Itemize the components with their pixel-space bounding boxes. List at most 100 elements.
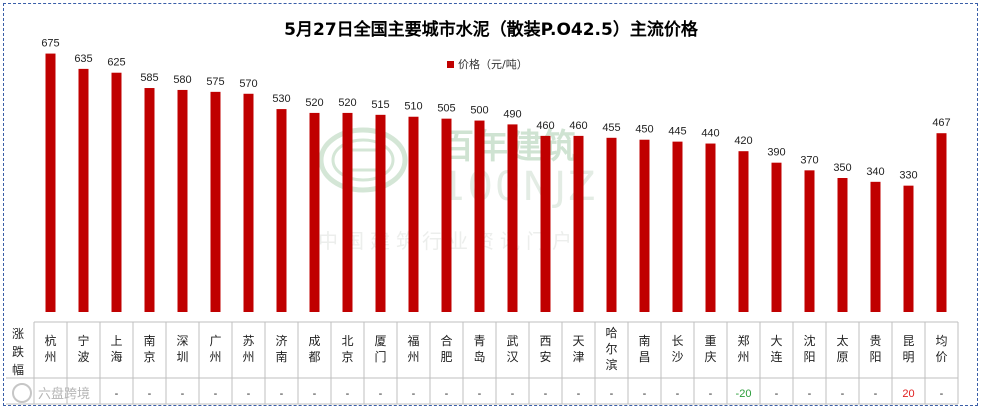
category-label: 太原 <box>836 333 848 364</box>
category-label: 天津 <box>572 334 584 364</box>
value-label: 445 <box>668 126 686 138</box>
bar <box>936 133 947 312</box>
change-label: - <box>346 388 350 400</box>
value-label: 520 <box>338 97 356 109</box>
bar <box>276 109 287 312</box>
category-label: 大连 <box>770 334 782 364</box>
category-label: 贵阳 <box>869 334 881 364</box>
bar <box>243 93 254 313</box>
value-label: 585 <box>140 72 158 84</box>
bar <box>639 139 650 312</box>
chart-frame <box>3 3 978 406</box>
category-label: 重庆 <box>704 334 716 364</box>
change-label: - <box>181 388 185 400</box>
category-label: 深圳 <box>176 334 188 364</box>
bar <box>210 91 221 312</box>
category-label: 杭州 <box>44 333 56 364</box>
value-label: 460 <box>569 120 587 132</box>
category-label: 上海 <box>110 334 122 364</box>
value-label: 450 <box>635 124 653 136</box>
category-label: 北京 <box>341 334 353 364</box>
row-header-char-3: 幅 <box>12 362 24 377</box>
value-label: 675 <box>41 38 59 50</box>
change-labels-group: - - - - - - - - - - - - - - - - - - - -20- - - -20- <box>115 388 944 400</box>
change-label: - <box>115 388 119 400</box>
change-label: - <box>841 388 845 400</box>
bars-group <box>45 53 947 313</box>
value-label: 330 <box>899 170 917 182</box>
bar <box>441 118 452 313</box>
value-label: 505 <box>437 103 455 115</box>
bar <box>111 72 122 312</box>
data-table: 涨 跌 幅 <box>12 326 24 377</box>
value-label: 580 <box>173 74 191 86</box>
change-label: - <box>148 388 152 400</box>
value-label: 575 <box>206 76 224 88</box>
row-header-char-1: 涨 <box>12 326 24 341</box>
value-label: 625 <box>107 57 125 69</box>
category-label: 合肥 <box>440 333 452 364</box>
value-label: 420 <box>734 135 752 147</box>
bar <box>144 88 155 313</box>
value-labels-group: 675 635 625 585 580 575 570 530 520 520 515 510 505 5… <box>41 38 950 182</box>
category-label: 南京 <box>143 333 155 364</box>
category-label: 南昌 <box>638 333 650 364</box>
value-label: 490 <box>503 108 521 120</box>
change-label: - <box>247 388 251 400</box>
legend: 价格（元/吨） <box>447 57 528 71</box>
watermark-logo-icon <box>318 127 408 193</box>
category-label: 武汉 <box>506 334 518 364</box>
value-label: 510 <box>404 101 422 113</box>
corner-logo-icon <box>12 383 32 403</box>
value-label: 455 <box>602 122 620 134</box>
legend-swatch <box>447 61 454 68</box>
value-label: 570 <box>239 78 257 90</box>
value-label: 350 <box>833 162 851 174</box>
change-label: - <box>214 388 218 400</box>
change-label: - <box>940 388 944 400</box>
value-label: 460 <box>536 120 554 132</box>
bar <box>606 137 617 312</box>
category-label: 厦门 <box>374 334 386 364</box>
change-label: - <box>874 388 878 400</box>
category-label: 宁波 <box>77 333 89 364</box>
change-label: - <box>808 388 812 400</box>
bar <box>45 53 56 312</box>
change-label: 20 <box>902 388 914 400</box>
bar <box>837 178 848 312</box>
change-label: - <box>379 388 383 400</box>
change-label: - <box>676 388 680 400</box>
value-label: 500 <box>470 105 488 117</box>
bar <box>342 112 353 313</box>
row-header-char-2: 跌 <box>12 344 24 359</box>
value-label: 390 <box>767 147 785 159</box>
change-label: - <box>610 388 614 400</box>
category-label: 长沙 <box>671 334 683 364</box>
change-label: - <box>412 388 416 400</box>
value-label: 370 <box>800 154 818 166</box>
chart-title: 5月27日全国主要城市水泥（散装P.O42.5）主流价格 <box>284 19 699 40</box>
change-label: - <box>445 388 449 400</box>
bar <box>177 89 188 312</box>
bar <box>507 124 518 313</box>
bar <box>375 114 386 312</box>
change-label: -20 <box>736 388 752 400</box>
category-label: 沈阳 <box>803 333 815 364</box>
change-label: - <box>775 388 779 400</box>
change-label: - <box>313 388 317 400</box>
change-label: - <box>577 388 581 400</box>
bar <box>870 181 881 312</box>
change-label: - <box>478 388 482 400</box>
value-label: 520 <box>305 97 323 109</box>
bar <box>474 120 485 312</box>
category-label: 福州 <box>407 333 419 364</box>
change-label: - <box>709 388 713 400</box>
category-label: 均价 <box>935 334 947 364</box>
bar <box>804 170 815 312</box>
value-label: 635 <box>74 53 92 65</box>
category-label: 哈尔滨 <box>605 326 617 372</box>
bar <box>309 112 320 313</box>
bar <box>771 162 782 312</box>
category-label: 昆明 <box>902 334 914 364</box>
